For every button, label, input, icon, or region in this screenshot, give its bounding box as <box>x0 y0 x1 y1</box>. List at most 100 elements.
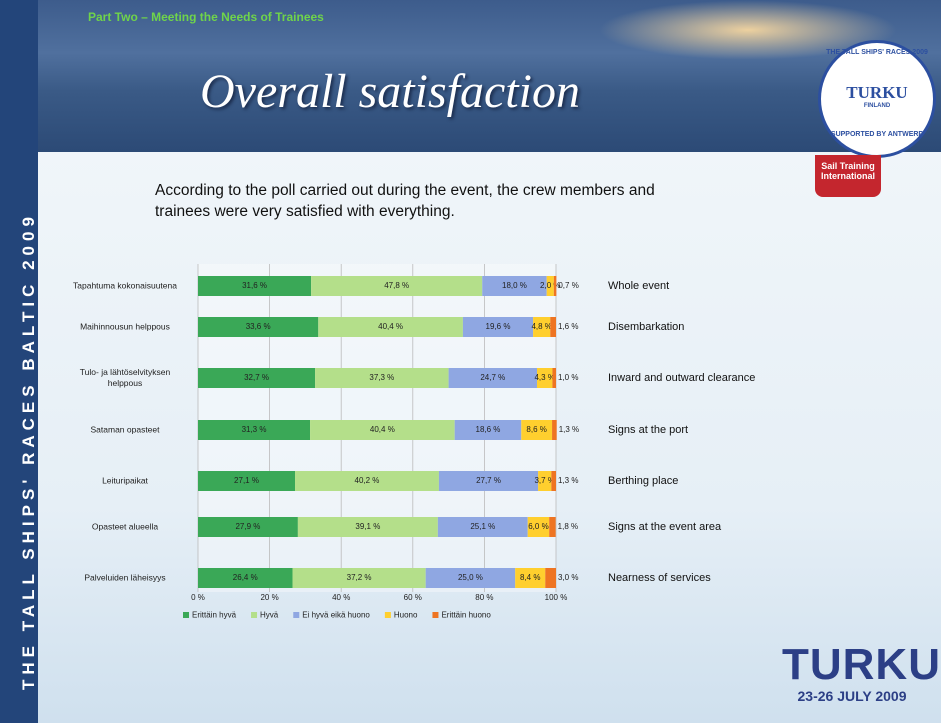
category-label: Maihinnousun helppous <box>80 321 170 332</box>
legend-label: Ei hyvä eikä huono <box>302 611 370 620</box>
bar-segment <box>552 420 557 440</box>
bar-segment <box>318 317 463 337</box>
bar-segment <box>482 276 547 296</box>
bar-segment <box>198 317 319 337</box>
bar-segment <box>425 568 516 588</box>
bar-segment <box>533 317 551 337</box>
english-label: Inward and outward clearance <box>608 372 756 384</box>
bar-segment <box>198 368 316 388</box>
value-label: 0,7 % <box>558 281 578 290</box>
intro-text: According to the poll carried out during… <box>155 182 655 220</box>
value-label: 47,8 % <box>384 281 409 290</box>
english-label: Signs at the port <box>608 424 689 436</box>
legend-swatch <box>432 612 439 618</box>
value-label: 1,3 % <box>559 425 579 434</box>
bar-segment <box>198 471 296 491</box>
logo-city: TURKU <box>846 83 908 102</box>
bar-segment <box>297 517 438 537</box>
english-label: Nearness of services <box>608 572 711 584</box>
bar-segment <box>551 471 556 491</box>
legend-swatch <box>251 612 258 618</box>
value-label: 3,7 % <box>534 476 554 485</box>
category-label: Opasteet alueella <box>91 521 159 532</box>
bar-segment <box>448 368 538 388</box>
logo-country: FINLAND <box>863 103 891 109</box>
legend-label: Erittäin hyvä <box>192 611 237 620</box>
legend-label: Erittäin huono <box>441 611 491 620</box>
legend-label: Hyvä <box>260 611 279 620</box>
bar-segment <box>462 317 534 337</box>
bar-segment <box>198 276 312 296</box>
category-label: Palveluiden läheisyys <box>84 572 166 583</box>
legend-swatch <box>384 612 391 618</box>
value-label: 31,3 % <box>242 425 267 434</box>
value-label: 2,0 % <box>540 281 560 290</box>
bar-segment <box>198 517 298 537</box>
bar-segment <box>198 420 311 440</box>
bar-segment <box>292 568 426 588</box>
value-label: 4,8 % <box>531 322 551 331</box>
value-label: 40,4 % <box>370 425 395 434</box>
bar-segment <box>438 471 539 491</box>
bar-segment <box>545 568 556 588</box>
legend-swatch <box>293 612 300 618</box>
category-label: Tulo- ja lähtöselvityksen helppous <box>79 367 171 388</box>
header-band <box>38 0 941 152</box>
footer-dates: 23-26 JULY 2009 <box>797 688 907 704</box>
bar-segment <box>552 368 556 388</box>
legend-swatch <box>183 612 189 618</box>
value-label: 39,1 % <box>355 522 380 531</box>
english-label: Signs at the event area <box>608 521 722 533</box>
english-label: Berthing place <box>608 475 679 487</box>
value-label: 8,6 % <box>526 425 546 434</box>
bar-segment <box>546 276 554 296</box>
category-label: Leituripaikat <box>102 475 148 486</box>
x-tick-label: 0 % <box>191 593 205 602</box>
value-label: 19,6 % <box>486 322 511 331</box>
heading: Overall satisfaction <box>200 65 580 118</box>
x-tick-label: 100 % <box>545 593 568 602</box>
value-label: 25,1 % <box>470 522 495 531</box>
value-label: 8,4 % <box>520 573 540 582</box>
value-label: 33,6 % <box>246 322 271 331</box>
value-label: 27,7 % <box>476 476 501 485</box>
value-label: 1,8 % <box>558 522 578 531</box>
value-label: 27,1 % <box>234 476 259 485</box>
value-label: 31,6 % <box>242 281 267 290</box>
english-label: Whole event <box>608 280 670 292</box>
org-badge: Sail Training International <box>815 155 881 197</box>
bar-segment <box>198 568 293 588</box>
value-label: 4,3 % <box>534 373 554 382</box>
section-title: Part Two – Meeting the Needs of Trainees <box>88 10 324 24</box>
legend-label: Huono <box>394 611 418 620</box>
value-label: 40,4 % <box>378 322 403 331</box>
category-label: Sataman opasteet <box>90 424 160 435</box>
bar-segment <box>454 420 522 440</box>
value-label: 1,0 % <box>558 373 578 382</box>
x-tick-label: 80 % <box>475 593 493 602</box>
bar-segment <box>521 420 553 440</box>
bar-segment <box>310 420 455 440</box>
value-label: 18,0 % <box>502 281 527 290</box>
x-tick-label: 20 % <box>260 593 278 602</box>
bar-segment <box>311 276 483 296</box>
value-label: 32,7 % <box>244 373 269 382</box>
bar-segment <box>437 517 528 537</box>
value-label: 25,0 % <box>458 573 483 582</box>
value-label: 27,9 % <box>235 522 260 531</box>
value-label: 26,4 % <box>233 573 258 582</box>
x-tick-label: 40 % <box>332 593 350 602</box>
logo-support: SUPPORTED BY ANTWERP <box>830 131 924 138</box>
logo-ring: THE TALL SHIPS' RACES 2009 <box>826 49 928 56</box>
bar-segment <box>515 568 546 588</box>
value-label: 40,2 % <box>355 476 380 485</box>
bar-segment <box>537 368 553 388</box>
value-label: 24,7 % <box>480 373 505 382</box>
bar-segment <box>553 276 557 296</box>
footer-city: TURKU <box>782 640 941 689</box>
value-label: 1,6 % <box>558 322 578 331</box>
bar-segment <box>549 517 556 537</box>
bar-segment <box>550 317 556 337</box>
category-label: Tapahtuma kokonaisuutena <box>73 280 177 291</box>
